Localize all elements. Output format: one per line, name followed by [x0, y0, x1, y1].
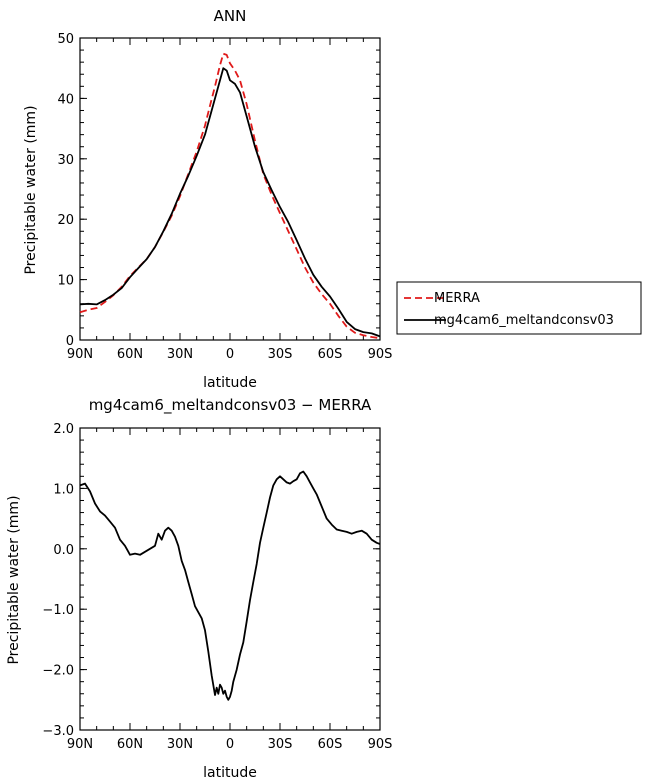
legend-label-merra: MERRA — [434, 291, 480, 306]
x-tick-label: 30N — [167, 347, 193, 362]
plot-frame — [79, 427, 381, 731]
y-tick-label: 2.0 — [53, 422, 74, 437]
x-tick-label: 90N — [67, 347, 93, 362]
legend-box — [396, 281, 642, 335]
y-axis-title: Precipitable water (mm) — [6, 495, 22, 664]
y-tick-label: 20 — [57, 213, 74, 228]
y-tick-label: −2.0 — [42, 664, 74, 679]
chart-title: ANN — [214, 7, 247, 25]
x-tick-label: 60N — [117, 347, 143, 362]
x-axis-title: latitude — [203, 765, 257, 781]
x-tick-label: 60S — [318, 737, 343, 752]
series-line-difference — [79, 470, 381, 701]
plot-frame — [79, 37, 381, 341]
x-tick-label: 90S — [368, 737, 393, 752]
y-tick-label: 50 — [57, 32, 74, 47]
x-tick-label: 90N — [67, 737, 93, 752]
y-tick-label: 30 — [57, 153, 74, 168]
tick-group: 90N 60N 30N 0 30S 60S 90S −3.0 −2.0 −1.0 0.0 1.0 2.0 — [42, 422, 392, 752]
y-tick-label: 1.0 — [53, 482, 74, 497]
y-tick-label: 10 — [57, 274, 74, 289]
x-tick-label: 30S — [268, 737, 293, 752]
series-group — [79, 470, 381, 701]
y-tick-label: −1.0 — [42, 603, 74, 618]
y-tick-label: 0 — [66, 334, 74, 349]
chart-title: mg4cam6_meltandconsv03 − MERRA — [89, 396, 372, 415]
y-tick-label: 40 — [57, 92, 74, 107]
y-axis-title: Precipitable water (mm) — [23, 105, 39, 274]
x-tick-label: 60S — [318, 347, 343, 362]
x-tick-label: 30N — [167, 737, 193, 752]
x-tick-label: 0 — [226, 347, 234, 362]
chart-difference: mg4cam6_meltandconsv03 − MERRA 90N 60N 30N… — [6, 396, 392, 781]
x-tick-label: 90S — [368, 347, 393, 362]
series-group — [79, 52, 381, 340]
series-line-mg4cam6-meltandconsv03 — [79, 67, 381, 338]
tick-group: 90N 60N 30N 0 30S 60S 90S 0 10 20 30 40 50 — [57, 32, 392, 362]
x-tick-label: 60N — [117, 737, 143, 752]
y-tick-label: 0.0 — [53, 543, 74, 558]
series-line-merra — [79, 52, 381, 340]
legend-label-model: mg4cam6_meltandconsv03 — [434, 313, 614, 328]
x-axis-title: latitude — [203, 375, 257, 391]
x-tick-label: 0 — [226, 737, 234, 752]
legend: MERRA mg4cam6_meltandconsv03 — [396, 281, 642, 335]
chart-precipitable-water: ANN 90N 60N 30N 0 30S 60S 90S 0 10 20 30 40 50 latit… — [23, 7, 392, 391]
y-tick-label: −3.0 — [42, 724, 74, 739]
x-tick-label: 30S — [268, 347, 293, 362]
